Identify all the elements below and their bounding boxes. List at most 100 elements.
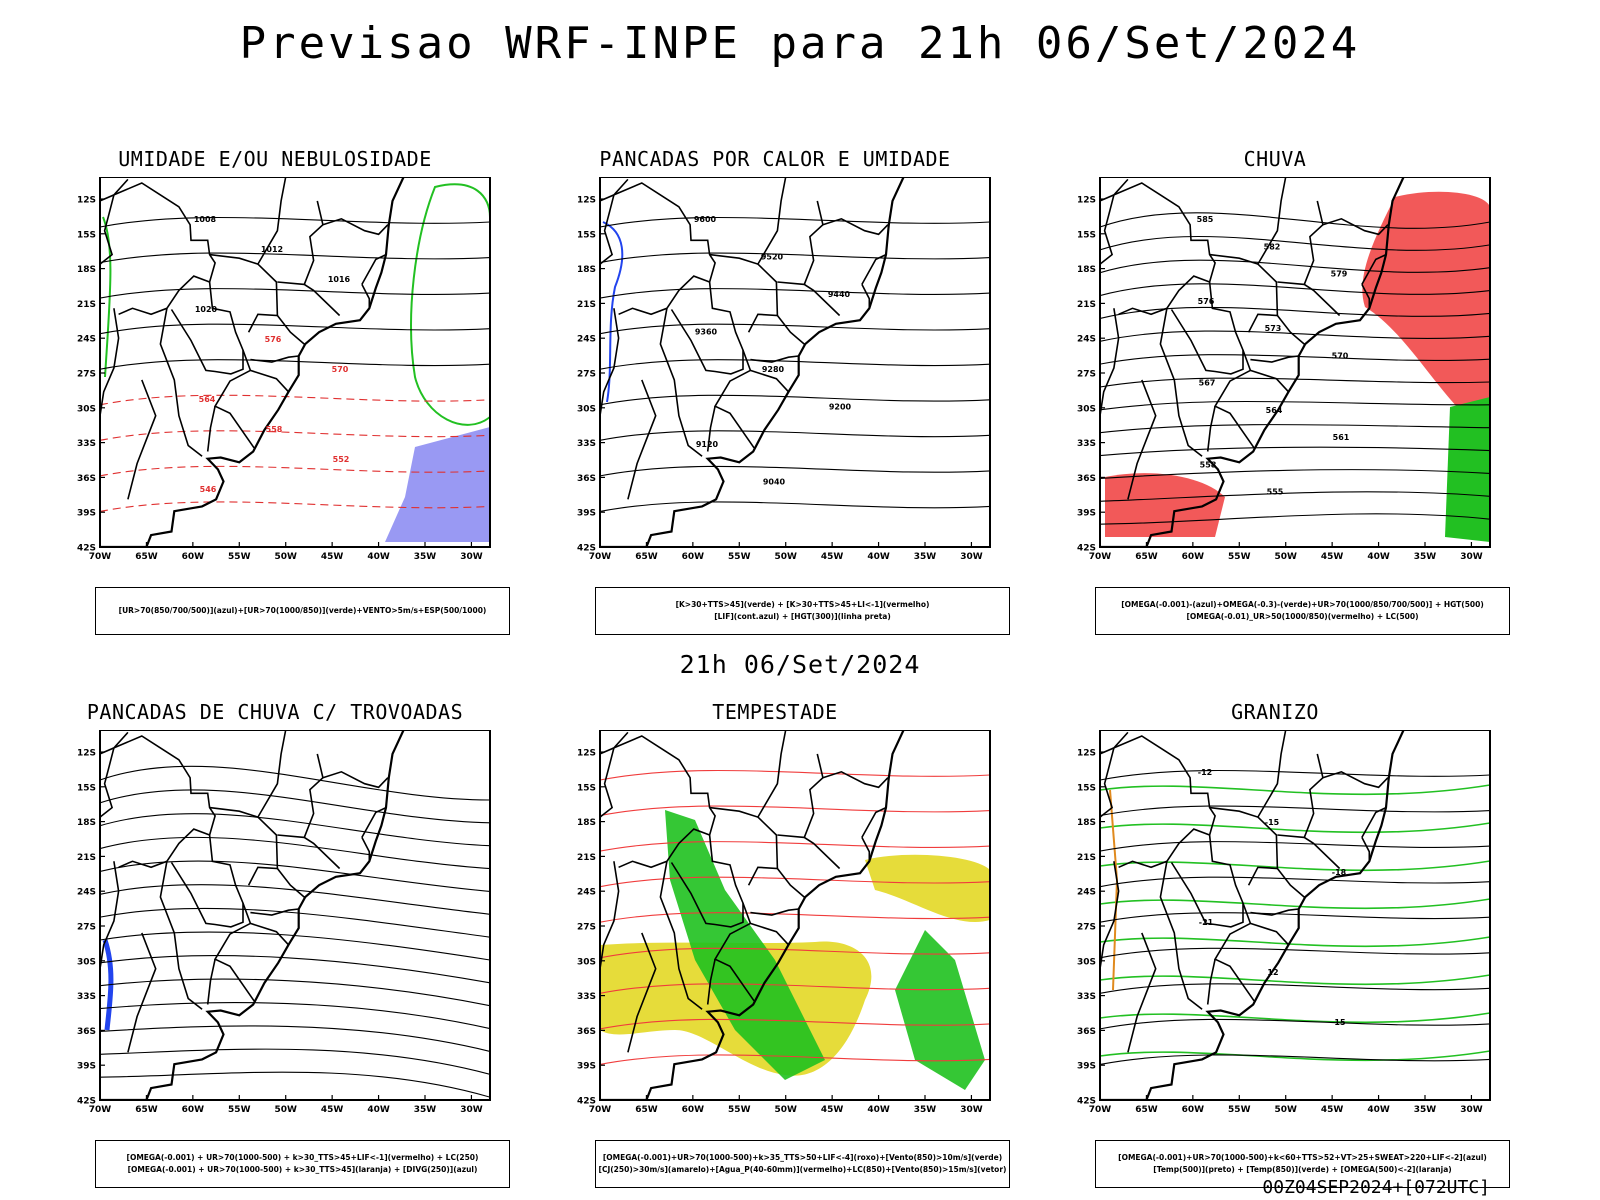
lat-tick-label: 15S [577, 230, 596, 240]
lon-tick-label: 35W [414, 552, 437, 562]
border-line [777, 281, 841, 317]
lat-tick-label: 42S [1077, 1097, 1096, 1107]
border-line [159, 861, 203, 1010]
lat-tick-label: 12S [77, 196, 96, 206]
lat-tick-label: 42S [77, 1097, 96, 1107]
lon-tick-label: 30W [460, 1105, 483, 1115]
border-line [659, 308, 703, 457]
border-line [627, 379, 657, 500]
contour-label: 9520 [761, 253, 784, 262]
border-line [822, 217, 889, 236]
lat-tick-label: 30S [577, 957, 596, 967]
contour-label: 558 [266, 425, 283, 434]
border-line [618, 275, 710, 316]
page-title: Previsao WRF-INPE para 21h 06/Set/2024 [239, 18, 1361, 69]
border-line [1213, 349, 1255, 449]
contour-label: -21 [1199, 918, 1214, 927]
lat-tick-label: 21S [577, 300, 596, 310]
lat-tick-label: 24S [577, 335, 596, 345]
panel-pancadas-calor: PANCADAS POR CALOR E UMIDADE 9600 9520 944… [555, 147, 1055, 637]
border-line [776, 315, 805, 345]
border-line [1113, 182, 1216, 283]
border-line [100, 747, 115, 818]
border-line [822, 770, 889, 789]
contour-label: 9440 [828, 290, 851, 299]
lat-tick-label: 21S [1077, 300, 1096, 310]
lon-tick-label: 60W [182, 552, 205, 562]
border-line [747, 263, 779, 333]
panel-legend: [OMEGA(-0.001)+UR>70(1000-500)+k>35_TTS>… [595, 1140, 1010, 1188]
border-line [750, 908, 799, 916]
contour-label: 1020 [195, 305, 218, 314]
lat-tick-label: 42S [577, 544, 596, 554]
map-frame [1099, 730, 1491, 1101]
panel-title: CHUVA [1243, 147, 1307, 171]
border-line [113, 182, 216, 283]
border-line [1206, 959, 1216, 1005]
border-line [706, 406, 716, 452]
border-line [1100, 194, 1115, 265]
contour-label: 576 [265, 335, 282, 344]
contour-label: 570 [1332, 351, 1349, 360]
contour-label: 1012 [261, 245, 283, 254]
lat-tick-label: 27S [577, 370, 596, 380]
border-line [361, 806, 387, 838]
border-line [100, 308, 120, 456]
lat-tick-label: 39S [77, 1062, 96, 1072]
border-line [1118, 275, 1210, 316]
legend-line: [OMEGA(-0.01)_UR>50(1000/850)(vermelho) … [1186, 612, 1419, 621]
lat-tick-label: 39S [577, 509, 596, 519]
contour-label: -15 [1265, 818, 1280, 827]
lat-tick-label: 33S [577, 439, 596, 449]
map-granizo: -12 -15 -18 -21 12 15 12S 15S 18S 21S 24S 27S 30S 33S… [1077, 730, 1491, 1115]
lat-tick-label: 33S [1077, 992, 1096, 1002]
lon-tick-label: 70W [589, 552, 612, 562]
legend-line: [CJ(250)>30m/s](amarelo)+[Agua_P(40-60mm… [598, 1165, 1007, 1174]
lon-tick-label: 40W [367, 552, 390, 562]
border-line [1118, 828, 1210, 869]
lat-tick-label: 30S [77, 957, 96, 967]
lon-tick-label: 70W [89, 1105, 112, 1115]
legend-line: [K>30+TTS>45](verde) + [K>30+TTS>45+LI<-… [675, 600, 930, 609]
lat-tick-label: 33S [77, 992, 96, 1002]
border-line [1322, 770, 1389, 789]
contour-label: -12 [1198, 768, 1212, 777]
lat-tick-label: 12S [1077, 196, 1096, 206]
border-line [1276, 868, 1305, 898]
lat-tick-label: 15S [77, 783, 96, 793]
border-line [361, 837, 371, 862]
border-line [709, 177, 787, 266]
legend-line: [LIF](cont.azul) + [HGT(300)](linha pret… [714, 612, 891, 621]
lon-tick-label: 70W [1089, 552, 1112, 562]
border-line [170, 834, 244, 928]
border-line [276, 315, 305, 345]
lon-tick-label: 45W [321, 552, 344, 562]
border-line [803, 200, 824, 285]
border-line [1303, 753, 1324, 838]
border-line [127, 379, 157, 500]
lon-tick-label: 55W [228, 1105, 251, 1115]
lon-tick-label: 45W [1321, 552, 1344, 562]
border-line [361, 253, 387, 285]
border-line [706, 959, 716, 1005]
lat-tick-label: 39S [577, 1062, 596, 1072]
lon-tick-label: 40W [367, 1105, 390, 1115]
contour-label: 561 [1333, 433, 1350, 442]
border-line [1361, 806, 1387, 838]
contour-label: 9120 [696, 440, 719, 449]
border-line [1170, 281, 1244, 375]
legend-line: [UR>70(850/700/500)](azul)+[UR>70(1000/8… [118, 606, 487, 615]
lat-tick-label: 15S [577, 783, 596, 793]
lon-tick-label: 45W [1321, 1105, 1344, 1115]
lon-tick-label: 35W [914, 552, 937, 562]
contour-label: 585 [1197, 215, 1214, 224]
lon-tick-label: 55W [728, 552, 751, 562]
lat-tick-label: 39S [77, 509, 96, 519]
lon-tick-label: 55W [728, 1105, 751, 1115]
lat-tick-label: 42S [1077, 544, 1096, 554]
contour-label: 582 [1264, 242, 1281, 251]
lon-tick-label: 30W [960, 1105, 983, 1115]
border-line [600, 747, 615, 818]
contour-label: 9360 [695, 328, 718, 337]
border-line [600, 308, 620, 456]
